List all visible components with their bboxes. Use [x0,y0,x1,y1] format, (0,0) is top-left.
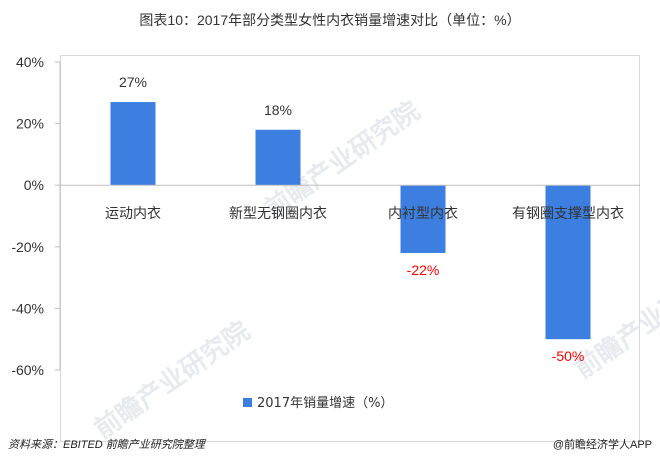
chart-title: 图表10：2017年部分类型女性内衣销量增速对比（单位：%） [139,12,521,28]
bar-1 [110,102,156,186]
data-label-4: -50% [552,348,585,364]
category-labels: 运动内衣 新型无钢圈内衣 内衬型内衣 有钢圈支撑型内衣 [105,206,624,222]
y-axis: 40% 20% 0% -20% -40% -60% [11,54,61,378]
y-tick-label: -60% [11,362,44,378]
legend: 2017年销量增速（%） [243,396,393,411]
category-label-3: 内衬型内衣 [388,206,458,222]
brand-credit: @前瞻经济学人APP [552,439,652,451]
data-label-1: 27% [119,74,147,90]
bar-3 [400,185,446,253]
value-labels: 27% 18% -22% -50% [119,74,584,364]
y-tick-label: 20% [16,116,44,132]
y-tick-label: -20% [11,239,44,255]
data-label-2: 18% [264,102,292,118]
source-note: 资料来源：EBITED 前瞻产业研究院整理 [8,439,205,451]
category-label-4: 有钢圈支撑型内衣 [512,206,624,222]
y-tick-label: 40% [16,54,44,70]
bars [60,102,640,340]
y-tick-label: 0% [24,177,44,193]
legend-label: 2017年销量增速（%） [257,396,393,411]
legend-swatch [243,398,252,407]
category-label-2: 新型无钢圈内衣 [229,206,327,222]
data-label-3: -22% [407,262,440,278]
bar-2 [255,129,301,186]
bar-4 [545,185,591,340]
category-label-1: 运动内衣 [105,206,161,222]
y-tick-label: -40% [11,300,44,316]
